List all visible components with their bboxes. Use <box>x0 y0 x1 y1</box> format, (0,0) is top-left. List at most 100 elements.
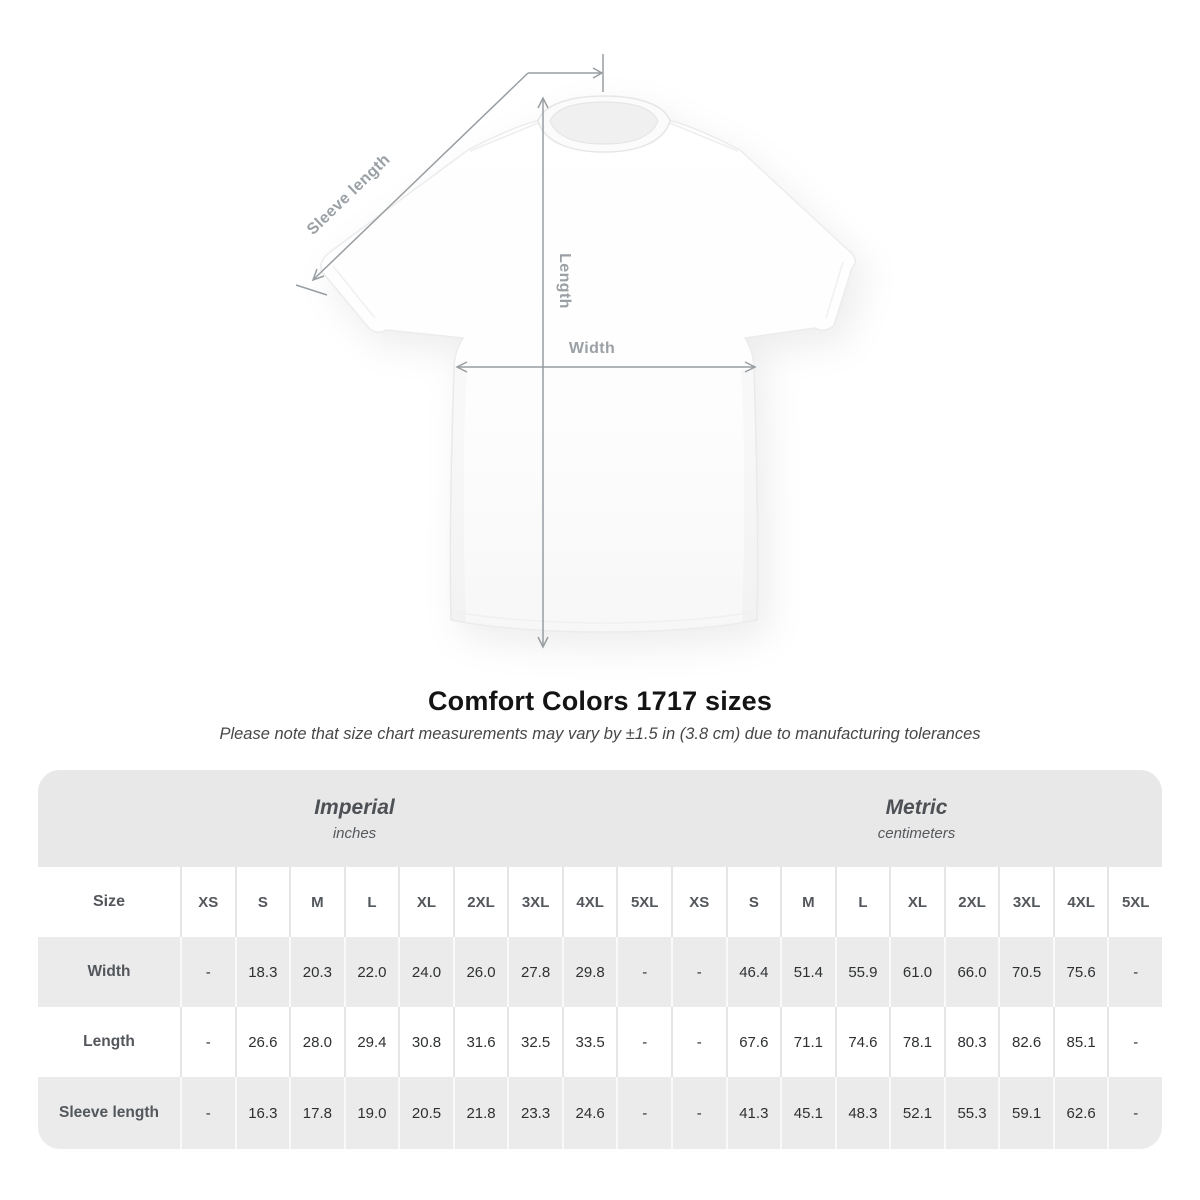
hem-seam <box>454 611 754 624</box>
width-label: Width <box>569 340 615 357</box>
imperial-size-header-3xl: 3XL <box>507 867 562 937</box>
imperial-header: Imperial inches <box>38 770 671 867</box>
length-metric-xl: 78.1 <box>889 1007 944 1077</box>
arrowhead-down-icon <box>537 636 549 649</box>
metric-header-unit: centimeters <box>877 824 956 842</box>
width-metric-4xl: 75.6 <box>1052 937 1108 1007</box>
sleeve-length-metric-4xl: 62.6 <box>1052 1077 1108 1149</box>
imperial-size-header-2xl: 2XL <box>452 867 508 937</box>
width-metric-2xl: 66.0 <box>943 937 999 1007</box>
sleeve-seam-left <box>332 265 376 319</box>
width-metric-l: 55.9 <box>834 937 890 1007</box>
imperial-size-header-4xl: 4XL <box>561 867 617 937</box>
imperial-header-title: Imperial <box>314 795 395 819</box>
imperial-size-header-m: M <box>289 867 344 937</box>
sleeve-length-metric-5xl: - <box>1107 1077 1162 1149</box>
shoulder-seam-left <box>469 122 539 152</box>
length-metric-m: 71.1 <box>780 1007 835 1077</box>
arrowhead-right2-icon <box>744 361 757 373</box>
sleeve-length-imperial-5xl: - <box>616 1077 671 1149</box>
width-imperial-5xl: - <box>616 937 671 1007</box>
imperial-size-header-xs: XS <box>180 867 235 937</box>
size-table-grid: Imperial inches Metric centimeters Size X… <box>38 770 1162 1149</box>
width-metric-5xl: - <box>1107 937 1162 1007</box>
sleeve-length-metric-2xl: 55.3 <box>943 1077 999 1149</box>
length-metric-4xl: 85.1 <box>1052 1007 1108 1077</box>
length-imperial-4xl: 33.5 <box>561 1007 617 1077</box>
imperial-size-header-l: L <box>343 867 399 937</box>
width-arrow <box>455 361 757 373</box>
sleeve-length-imperial-m: 17.8 <box>289 1077 344 1149</box>
arrowhead-left-icon <box>455 361 468 373</box>
page-title: Comfort Colors 1717 sizes <box>427 686 773 716</box>
sleeve-length-imperial-xl: 20.5 <box>398 1077 453 1149</box>
metric-size-header-4xl: 4XL <box>1052 867 1108 937</box>
width-imperial-s: 18.3 <box>234 937 290 1007</box>
imperial-size-header-s: S <box>234 867 290 937</box>
shoulder-seam-right <box>669 122 739 152</box>
length-imperial-xl: 30.8 <box>398 1007 453 1077</box>
width-metric-m: 51.4 <box>780 937 835 1007</box>
width-metric-s: 46.4 <box>725 937 781 1007</box>
arrowhead-downleft-icon <box>311 268 325 282</box>
metric-header: Metric centimeters <box>671 770 1162 867</box>
width-imperial-l: 22.0 <box>343 937 399 1007</box>
width-imperial-3xl: 27.8 <box>507 937 562 1007</box>
sleeve-length-metric-m: 45.1 <box>780 1077 835 1149</box>
imperial-header-unit: inches <box>332 824 377 842</box>
width-imperial-xs: - <box>180 937 235 1007</box>
length-imperial-l: 29.4 <box>343 1007 399 1077</box>
width-imperial-2xl: 26.0 <box>452 937 508 1007</box>
length-label: Length <box>556 253 573 309</box>
width-imperial-4xl: 29.8 <box>561 937 617 1007</box>
metric-size-header-l: L <box>834 867 890 937</box>
sleeve-length-imperial-l: 19.0 <box>343 1077 399 1149</box>
length-imperial-5xl: - <box>616 1007 671 1077</box>
sleeve-length-metric-xl: 52.1 <box>889 1077 944 1149</box>
size-diagram: Sleeve length Length Width <box>295 54 856 649</box>
metric-size-header-3xl: 3XL <box>998 867 1053 937</box>
metric-size-header-s: S <box>725 867 781 937</box>
row-label-length: Length <box>38 1007 180 1077</box>
length-metric-l: 74.6 <box>834 1007 890 1077</box>
width-metric-xl: 61.0 <box>889 937 944 1007</box>
length-metric-5xl: - <box>1107 1007 1162 1077</box>
length-metric-3xl: 82.6 <box>998 1007 1053 1077</box>
length-arrow <box>537 96 549 649</box>
length-imperial-m: 28.0 <box>289 1007 344 1077</box>
sleeve-length-imperial-2xl: 21.8 <box>452 1077 508 1149</box>
row-label-sleeve-length: Sleeve length <box>38 1077 180 1149</box>
tshirt-measurement-illustration: Sleeve length Length Width <box>295 54 856 649</box>
sleeve-end-tick-bottom <box>295 284 328 296</box>
dimension-lines <box>295 54 757 649</box>
sleeve-length-metric-s: 41.3 <box>725 1077 781 1149</box>
length-metric-s: 67.6 <box>725 1007 781 1077</box>
tolerance-note: Please note that size chart measurements… <box>219 725 981 743</box>
metric-header-title: Metric <box>885 795 948 819</box>
row-label-width: Width <box>38 937 180 1007</box>
metric-size-header-m: M <box>780 867 835 937</box>
size-chart-table: Imperial inches Metric centimeters Size X… <box>38 770 1162 1149</box>
length-imperial-s: 26.6 <box>234 1007 290 1077</box>
metric-size-header-5xl: 5XL <box>1107 867 1162 937</box>
width-metric-3xl: 70.5 <box>998 937 1053 1007</box>
tshirt-body <box>320 103 856 633</box>
sleeve-length-imperial-4xl: 24.6 <box>561 1077 617 1149</box>
width-metric-xs: - <box>671 937 726 1007</box>
width-imperial-xl: 24.0 <box>398 937 453 1007</box>
sleeve-length-imperial-xs: - <box>180 1077 235 1149</box>
length-imperial-2xl: 31.6 <box>452 1007 508 1077</box>
width-imperial-m: 20.3 <box>289 937 344 1007</box>
metric-size-header-xs: XS <box>671 867 726 937</box>
sleeve-seam-right <box>825 261 844 319</box>
length-metric-2xl: 80.3 <box>943 1007 999 1077</box>
length-imperial-3xl: 32.5 <box>507 1007 562 1077</box>
sleeve-length-metric-3xl: 59.1 <box>998 1077 1053 1149</box>
arrowhead-right-icon <box>592 67 604 79</box>
sleeve-length-imperial-3xl: 23.3 <box>507 1077 562 1149</box>
metric-size-header-2xl: 2XL <box>943 867 999 937</box>
sleeve-diagonal-line <box>313 72 529 280</box>
sleeve-length-metric-l: 48.3 <box>834 1077 890 1149</box>
tshirt-image <box>320 95 856 633</box>
sleeve-length-metric-xs: - <box>671 1077 726 1149</box>
